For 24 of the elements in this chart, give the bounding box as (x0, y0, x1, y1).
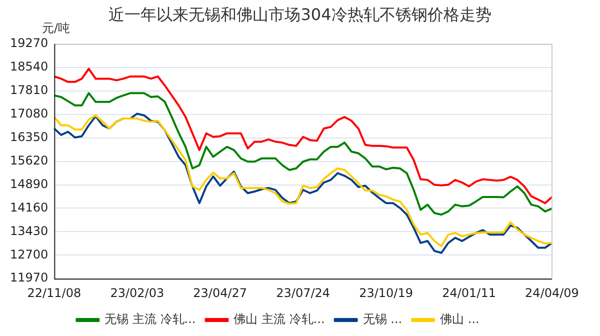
x-tick-label: 23/04/27 (193, 286, 248, 300)
y-tick-label: 14890 (10, 176, 48, 191)
y-tick-label: 15620 (10, 153, 48, 168)
y-axis-title: 元/吨 (42, 21, 70, 36)
y-tick-label: 14160 (10, 200, 48, 214)
y-tick-label: 16350 (10, 130, 48, 144)
legend-label: 佛山 ... (440, 312, 480, 326)
legend-label: 无锡 主流 冷轧... (104, 312, 196, 326)
y-tick-label: 11970 (10, 270, 48, 285)
legend-label: 无锡 ... (362, 312, 402, 326)
y-tick-label: 17810 (10, 83, 48, 98)
y-tick-label: 13430 (10, 224, 48, 238)
y-tick-label: 19270 (10, 36, 48, 50)
x-tick-label: 24/01/11 (442, 286, 496, 300)
x-tick-label: 23/10/19 (359, 286, 414, 300)
x-tick-label: 24/04/09 (525, 286, 579, 300)
y-tick-label: 18540 (10, 60, 48, 74)
x-tick-label: 23/07/24 (276, 286, 330, 300)
y-tick-label: 12700 (10, 247, 48, 262)
legend-label: 佛山 主流 冷轧... (234, 312, 325, 326)
x-tick-label: 22/11/08 (27, 286, 82, 300)
chart-title: 近一年以来无锡和佛山市场304冷热轧不锈钢价格走势 (108, 5, 492, 24)
y-tick-label: 17080 (10, 106, 48, 121)
x-tick-label: 23/02/03 (110, 286, 164, 300)
